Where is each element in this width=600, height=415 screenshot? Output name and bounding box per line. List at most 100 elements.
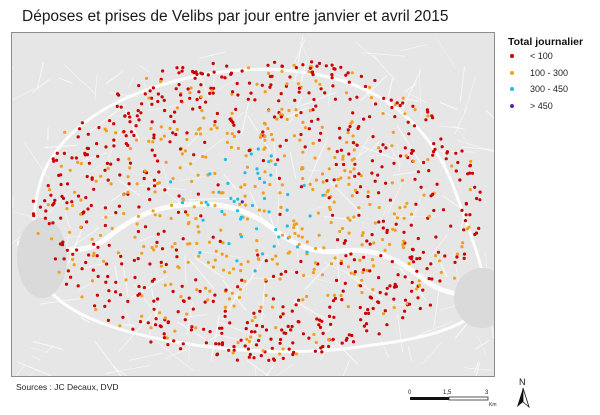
station-dot xyxy=(94,179,98,183)
station-dot xyxy=(96,154,100,158)
station-dot xyxy=(384,181,388,185)
street-line xyxy=(400,69,422,113)
station-dot xyxy=(360,233,364,237)
station-dot xyxy=(103,304,107,308)
street-line xyxy=(17,361,52,376)
station-dot xyxy=(360,290,364,295)
station-dot xyxy=(149,340,153,344)
station-dot xyxy=(152,178,156,182)
street-line xyxy=(433,287,440,328)
legend-label: 300 - 450 xyxy=(530,84,569,95)
station-dot xyxy=(351,340,356,344)
station-dot xyxy=(458,178,462,182)
station-dot xyxy=(195,97,199,102)
station-dot xyxy=(346,71,350,75)
station-dot xyxy=(350,333,354,338)
north-label: N xyxy=(519,377,526,387)
scale-segment-dark xyxy=(410,397,449,400)
street-line xyxy=(58,77,73,84)
station-dot xyxy=(333,97,337,101)
station-dot xyxy=(194,132,198,136)
station-dot xyxy=(416,170,420,174)
station-dot xyxy=(255,82,259,86)
station-dot xyxy=(223,314,227,318)
station-dot xyxy=(314,178,318,182)
station-dot xyxy=(279,92,283,96)
station-dot xyxy=(220,252,224,256)
station-dot xyxy=(163,188,167,192)
station-dot xyxy=(150,96,154,100)
station-dot xyxy=(359,74,363,78)
station-dot xyxy=(356,126,360,130)
station-dot xyxy=(409,257,413,261)
station-dot xyxy=(365,268,369,273)
station-dot xyxy=(282,331,286,335)
station-dot xyxy=(301,120,305,124)
street-line xyxy=(354,148,369,160)
station-dot xyxy=(339,293,343,298)
street-line xyxy=(258,323,272,360)
station-dot xyxy=(208,330,212,334)
street-line xyxy=(64,213,71,229)
station-dot xyxy=(106,274,110,279)
station-dot xyxy=(390,144,394,148)
station-dot xyxy=(470,171,475,175)
station-dot xyxy=(365,239,369,243)
station-dot xyxy=(355,95,359,99)
station-dot xyxy=(114,211,118,215)
station-dot xyxy=(287,108,291,113)
station-dot xyxy=(134,138,139,142)
station-dot xyxy=(377,276,381,280)
station-dot xyxy=(211,265,215,269)
street-line xyxy=(464,75,477,113)
station-dot xyxy=(123,114,127,118)
station-dot xyxy=(216,183,220,187)
station-dot xyxy=(152,307,156,311)
station-dot xyxy=(148,262,152,266)
station-dot xyxy=(263,146,267,150)
station-dot xyxy=(297,298,301,302)
station-dot xyxy=(57,173,61,177)
station-dot xyxy=(188,242,192,246)
street-line xyxy=(332,169,346,187)
street-line xyxy=(396,125,421,164)
station-dot xyxy=(176,265,180,269)
station-dot xyxy=(152,299,156,303)
station-dot xyxy=(385,286,389,290)
station-dot xyxy=(204,200,208,204)
station-dot xyxy=(186,260,190,264)
street-line xyxy=(241,98,251,135)
station-dot xyxy=(87,253,91,257)
station-dot xyxy=(351,111,355,115)
street-line xyxy=(31,355,41,361)
station-dot xyxy=(301,332,305,336)
station-dot xyxy=(104,129,109,133)
station-dot xyxy=(371,306,375,311)
station-dot xyxy=(407,302,412,306)
station-dot xyxy=(282,154,287,158)
station-dot xyxy=(279,272,283,276)
station-dot xyxy=(223,305,227,309)
station-dot xyxy=(171,289,175,294)
station-dot xyxy=(349,271,353,275)
street-line xyxy=(386,182,403,215)
street-line xyxy=(222,286,243,321)
station-dot xyxy=(269,83,273,87)
station-dot xyxy=(214,249,218,253)
street-line xyxy=(265,365,275,376)
station-dot xyxy=(301,63,305,67)
station-dot xyxy=(403,298,408,302)
station-dot xyxy=(189,86,193,90)
station-dot xyxy=(338,229,342,234)
station-dot xyxy=(225,64,229,68)
station-dot xyxy=(450,164,454,168)
station-dot xyxy=(73,190,77,194)
station-dot xyxy=(401,96,405,100)
map-canvas[interactable] xyxy=(11,32,495,377)
legend-swatch-purple xyxy=(510,103,514,108)
station-dot xyxy=(199,95,203,99)
station-dot xyxy=(346,305,350,309)
legend-swatch-cyan xyxy=(510,87,514,92)
street-line xyxy=(431,234,448,256)
station-dot xyxy=(99,174,103,178)
